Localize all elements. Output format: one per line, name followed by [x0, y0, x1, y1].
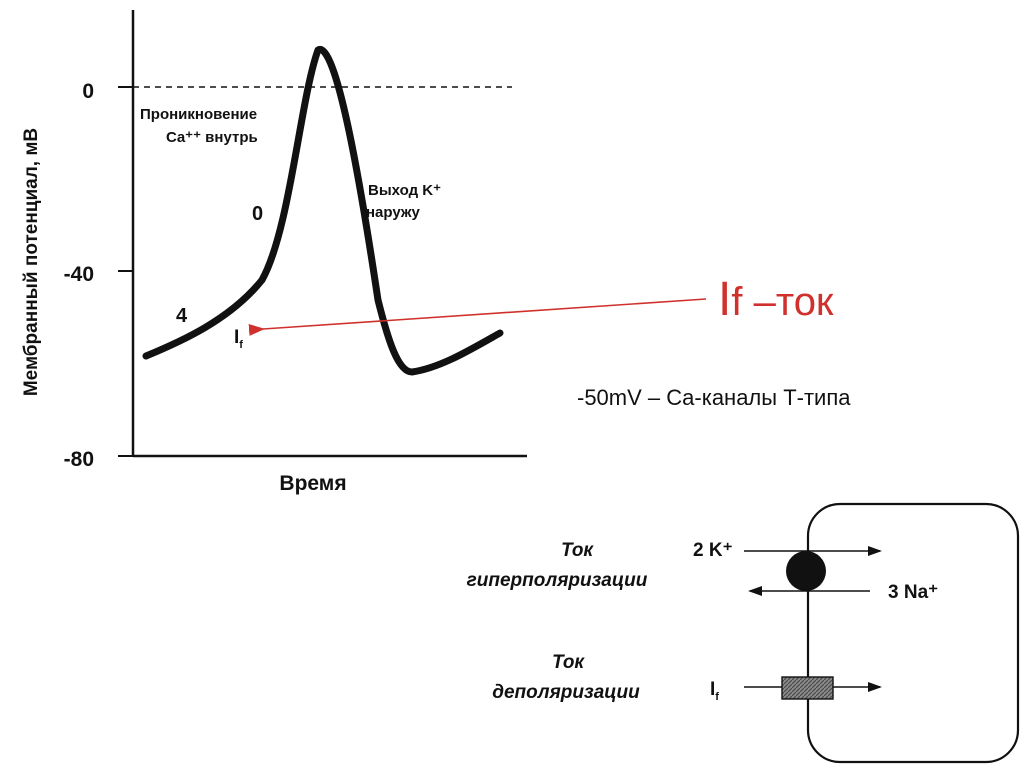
k-outflow-label-line1: Выход K⁺	[368, 182, 441, 199]
if-channel	[781, 676, 834, 700]
phase-0-label: 0	[252, 203, 263, 225]
if-curve-label: If	[234, 327, 243, 351]
y-tick-label-0: 0	[82, 80, 94, 103]
hyperpolarization-current-label-line1: Ток	[561, 540, 594, 561]
chart-axes	[118, 10, 527, 458]
y-tick-label-minus40: -40	[64, 263, 94, 286]
depolarization-current-label-line2: деполяризации	[492, 682, 640, 703]
hyperpolarization-current-label-line2: гиперполяризации	[467, 570, 648, 591]
na-k-pump	[786, 551, 826, 591]
k-outflow-label-line2: наружу	[366, 204, 421, 221]
phase-4-label: 4	[176, 305, 188, 327]
if-channel-label: If	[710, 679, 719, 703]
action-potential-curve	[142, 46, 504, 376]
k-ion-label: 2 K⁺	[693, 540, 733, 561]
ca-t-type-note: -50mV – Ca-каналы Т-типа	[577, 385, 851, 410]
if-callout-arrow	[248, 298, 707, 336]
y-axis-title: Мембранный потенциал, мВ	[21, 128, 42, 396]
y-tick-label-minus80: -80	[64, 448, 94, 471]
depolarization-current-label-line1: Ток	[552, 652, 585, 673]
ca-inflow-label-line1: Проникновение	[140, 106, 257, 123]
cell-membrane-outline	[806, 502, 1020, 764]
ca-inflow-label-line2: Ca⁺⁺ внутрь	[166, 129, 258, 146]
na-ion-label: 3 Na⁺	[888, 582, 938, 603]
if-current-title: If –ток	[718, 273, 834, 326]
x-axis-title: Время	[279, 472, 346, 495]
